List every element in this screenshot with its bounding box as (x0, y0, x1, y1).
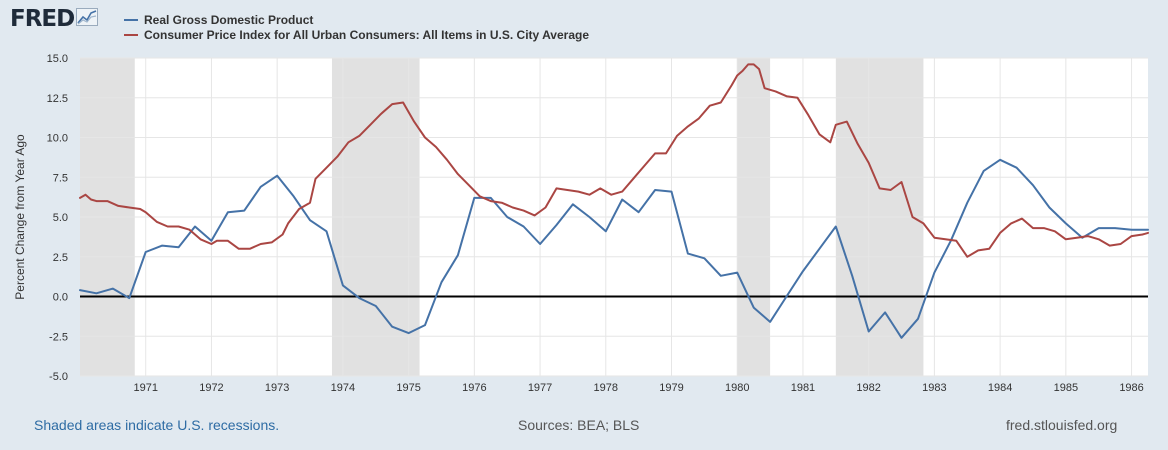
legend-swatch-gdp (124, 18, 138, 21)
x-axis-ticks: 1971 1972 1973 1974 1975 1976 1977 1978 1979 1980… (133, 382, 1143, 394)
x-tick-label: 1973 (265, 382, 289, 394)
y-tick-label: 10.0 (47, 133, 68, 145)
logo-text: FRED (10, 6, 75, 32)
chart-header: FRED Real Gross Domestic Product Consume… (0, 0, 1168, 50)
y-axis-title: Percent Change from Year Ago (13, 134, 27, 300)
sources-text: Sources: BEA; BLS (518, 417, 640, 433)
x-tick-label: 1986 (1119, 382, 1143, 394)
y-tick-label: 12.5 (47, 93, 68, 105)
x-tick-label: 1972 (199, 382, 223, 394)
x-tick-label: 1983 (922, 382, 946, 394)
gdp-series-line (79, 158, 1149, 339)
recession-note[interactable]: Shaded areas indicate U.S. recessions. (34, 417, 280, 433)
legend-item-cpi[interactable]: Consumer Price Index for All Urban Consu… (124, 27, 589, 42)
legend-item-gdp[interactable]: Real Gross Domestic Product (124, 12, 589, 27)
data-series (79, 63, 1149, 339)
y-tick-label: -5.0 (49, 371, 68, 383)
x-tick-label: 1975 (396, 382, 420, 394)
x-tick-label: 1982 (856, 382, 880, 394)
y-tick-label: -2.5 (49, 331, 68, 343)
legend-swatch-cpi (124, 33, 138, 36)
x-tick-label: 1976 (462, 382, 486, 394)
x-tick-label: 1985 (1054, 382, 1078, 394)
x-tick-label: 1977 (528, 382, 552, 394)
x-tick-label: 1984 (988, 382, 1012, 394)
y-axis-ticks: 15.0 12.5 10.0 7.5 5.0 2.5 0.0 -2.5 -5.0 (47, 53, 68, 383)
fred-logo[interactable]: FRED (10, 6, 99, 32)
x-tick-label: 1971 (133, 382, 157, 394)
x-tick-label: 1979 (659, 382, 683, 394)
x-tick-label: 1978 (594, 382, 618, 394)
y-tick-label: 5.0 (53, 212, 68, 224)
y-tick-label: 7.5 (53, 172, 68, 184)
site-link[interactable]: fred.stlouisfed.org (1006, 417, 1118, 433)
chart-legend: Real Gross Domestic Product Consumer Pri… (124, 12, 589, 42)
y-tick-label: 0.0 (53, 292, 68, 304)
y-tick-label: 15.0 (47, 53, 68, 65)
line-chart-icon (76, 7, 99, 31)
cpi-series-line (79, 63, 1149, 258)
x-tick-label: 1981 (791, 382, 815, 394)
y-tick-label: 2.5 (53, 252, 68, 264)
grid-lines (80, 57, 1148, 377)
legend-label-gdp: Real Gross Domestic Product (144, 12, 314, 27)
x-tick-label: 1980 (725, 382, 749, 394)
x-tick-label: 1974 (331, 382, 355, 394)
legend-label-cpi: Consumer Price Index for All Urban Consu… (144, 27, 589, 42)
